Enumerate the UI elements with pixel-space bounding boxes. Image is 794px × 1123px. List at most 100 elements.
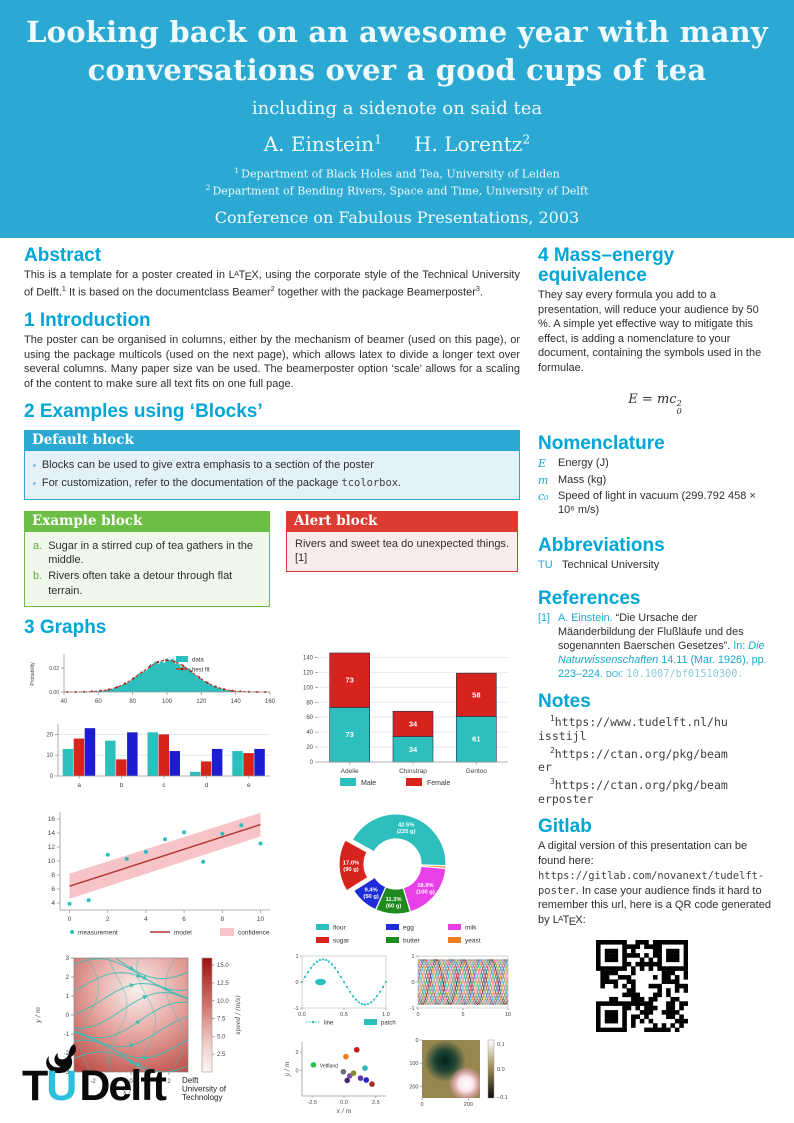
histogram-fit-chart: 40 60 80 100 120 140 160 0.00 0.02 Probability dat… — [30, 653, 276, 705]
affiliations: 1 Department of Black Holes and Tea, Univ… — [0, 166, 794, 197]
gitlab-text: A digital version of this presentation c… — [538, 840, 771, 929]
svg-text:120: 120 — [303, 670, 314, 676]
svg-text:10: 10 — [48, 858, 56, 865]
heading-notes: Notes — [538, 691, 591, 713]
svg-text:3: 3 — [66, 956, 70, 962]
abbreviations-list: TU Technical University — [538, 559, 772, 571]
svg-text:34: 34 — [409, 745, 418, 754]
svg-text:Female: Female — [427, 780, 450, 787]
bullet-item: ▪ Blocks can be used to give extra emphas… — [33, 458, 511, 473]
svg-text:c: c — [162, 782, 166, 789]
svg-text:x / m: x / m — [337, 1108, 352, 1115]
svg-text:42.5%(225 g): 42.5% (225 g) — [397, 822, 416, 835]
ingredients-donut-chart: 0.9%(5 g)18.9%(100 g)11.3%(60 g)9.4%(50 … — [316, 813, 481, 944]
svg-text:Vetfland: Vetfland — [320, 1064, 338, 1070]
note-item: 2https://ctan.org/pkg/beamer — [538, 745, 728, 775]
example-block-body: a. Sugar in a stirred cup of tea gathers … — [24, 531, 270, 607]
example-block-title: Example block — [24, 510, 270, 532]
svg-text:73: 73 — [345, 730, 353, 739]
svg-text:0.5: 0.5 — [340, 1012, 348, 1018]
svg-text:60: 60 — [95, 699, 102, 705]
left-column: Abstract This is a template for a poster… — [24, 246, 520, 1123]
svg-text:18.9%(100 g): 18.9% (100 g) — [416, 883, 435, 896]
mass-energy-formula: E = mc 2 0 — [628, 391, 682, 416]
svg-text:model: model — [174, 929, 192, 936]
svg-text:5.0: 5.0 — [217, 1034, 226, 1040]
svg-text:6: 6 — [51, 886, 55, 893]
svg-text:6: 6 — [182, 916, 186, 923]
heading-graphs: 3 Graphs — [24, 616, 107, 638]
svg-text:0: 0 — [295, 1068, 298, 1074]
affiliation: 1 Department of Black Holes and Tea, Univ… — [234, 166, 560, 181]
note-item: 3https://ctan.org/pkg/beamerposter — [538, 777, 728, 806]
heading-references: References — [538, 587, 641, 609]
svg-text:y / m: y / m — [284, 1061, 291, 1077]
svg-text:200: 200 — [409, 1084, 418, 1090]
alert-block-body: Rivers and sweet tea do unexpected thing… — [286, 531, 518, 573]
svg-text:140: 140 — [303, 655, 314, 661]
svg-text:12.5: 12.5 — [217, 981, 229, 987]
svg-text:140: 140 — [231, 699, 242, 705]
nomenclature-item: E Energy (J) — [538, 456, 609, 470]
bullet-item: ▪ For customization, refer to the documen… — [33, 476, 511, 491]
svg-text:-1: -1 — [64, 1032, 70, 1038]
example-block: Example block a. Sugar in a stirred cup o… — [24, 510, 270, 607]
svg-text:0: 0 — [415, 1038, 418, 1044]
nomenclature-item: c₀ Speed of light in vacuum (299.792 458 … — [538, 490, 756, 517]
svg-text:2: 2 — [167, 1079, 171, 1085]
svg-text:80: 80 — [306, 700, 313, 706]
svg-text:5: 5 — [461, 1012, 464, 1018]
svg-text:1.0: 1.0 — [382, 1012, 390, 1018]
svg-text:egg: egg — [403, 924, 414, 931]
mass-energy-text: They say every formula you add to a pres… — [538, 288, 762, 374]
reference-entry: [1] A. Einstein. “Die Ursache der Mäande… — [538, 611, 772, 681]
svg-text:Chinstrap: Chinstrap — [399, 768, 427, 775]
svg-text:160: 160 — [265, 699, 276, 705]
svg-text:58: 58 — [472, 690, 480, 699]
svg-text:0: 0 — [310, 760, 314, 766]
svg-text:2.5: 2.5 — [372, 1100, 380, 1106]
bullet-marker: ▪ — [33, 478, 36, 488]
qr-code — [596, 939, 772, 1037]
svg-text:1: 1 — [411, 954, 414, 960]
reference-label: [1] — [538, 611, 551, 624]
heading-nomenclature: Nomenclature — [538, 432, 665, 454]
heading-abbreviations: Abbreviations — [538, 534, 665, 556]
svg-text:measurement: measurement — [78, 929, 118, 936]
svg-text:17.0%(90 g): 17.0% (90 g) — [343, 860, 359, 873]
svg-text:8: 8 — [220, 916, 224, 923]
svg-text:flour: flour — [333, 924, 346, 931]
default-block-title: Default block — [24, 430, 520, 452]
nomenclature-item: m Mass (kg) — [538, 473, 607, 487]
svg-text:4: 4 — [51, 900, 55, 907]
right-column: 4 Mass–energy equivalence They say every… — [538, 246, 772, 1037]
svg-text:-1: -1 — [294, 1006, 299, 1012]
svg-text:0.02: 0.02 — [49, 666, 59, 672]
svg-text:Gentoo: Gentoo — [466, 768, 488, 775]
svg-text:0: 0 — [411, 980, 414, 986]
heading-mass-energy: 4 Mass–energy equivalence — [538, 245, 675, 286]
svg-text:100: 100 — [162, 699, 173, 705]
svg-text:b: b — [120, 782, 124, 789]
svg-text:Adelie: Adelie — [341, 768, 359, 775]
grouped-bar-chart: a b c d e 0 10 20 — [46, 723, 270, 789]
svg-text:11.3%(60 g): 11.3% (60 g) — [386, 897, 402, 910]
svg-text:a: a — [77, 782, 81, 789]
svg-text:4: 4 — [144, 916, 148, 923]
svg-text:0.1: 0.1 — [497, 1042, 505, 1048]
svg-text:40: 40 — [306, 730, 313, 736]
svg-text:0: 0 — [420, 1102, 423, 1108]
penguin-stacked-bar-chart: 73 73 Adelie 34 34 Chinstrap 61 58 Gentoo 0 20 40 60… — [303, 652, 508, 787]
svg-text:x / m: x / m — [123, 1088, 139, 1096]
svg-text:40: 40 — [61, 699, 68, 705]
svg-text:2: 2 — [295, 1050, 298, 1056]
svg-text:16: 16 — [48, 816, 56, 823]
example-item: a. Sugar in a stirred cup of tea gathers … — [33, 539, 254, 567]
svg-text:100: 100 — [409, 1061, 418, 1067]
svg-text:0: 0 — [50, 774, 54, 780]
notes-list: 1https://www.tudelft.nl/huisstijl 2https:… — [538, 714, 772, 806]
svg-text:73: 73 — [345, 676, 353, 685]
default-block-body: ▪ Blocks can be used to give extra emphas… — [24, 451, 520, 500]
svg-text:10: 10 — [505, 1012, 511, 1018]
